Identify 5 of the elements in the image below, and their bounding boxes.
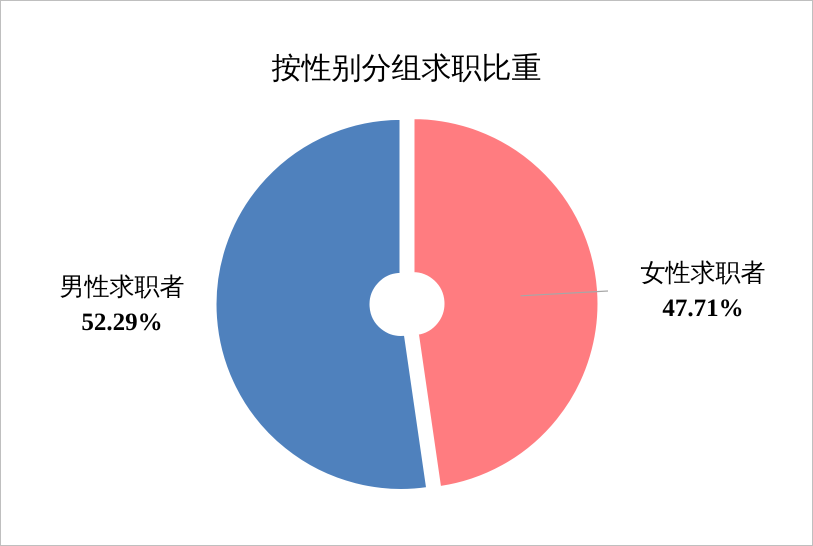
slice-label: 男性求职者 bbox=[60, 274, 184, 301]
data-label: 47.71% bbox=[662, 295, 744, 322]
data-label: 52.29% bbox=[81, 309, 163, 336]
slice-label: 女性求职者 bbox=[640, 260, 766, 287]
chart-title: 按性别分组求职比重 bbox=[272, 52, 542, 85]
